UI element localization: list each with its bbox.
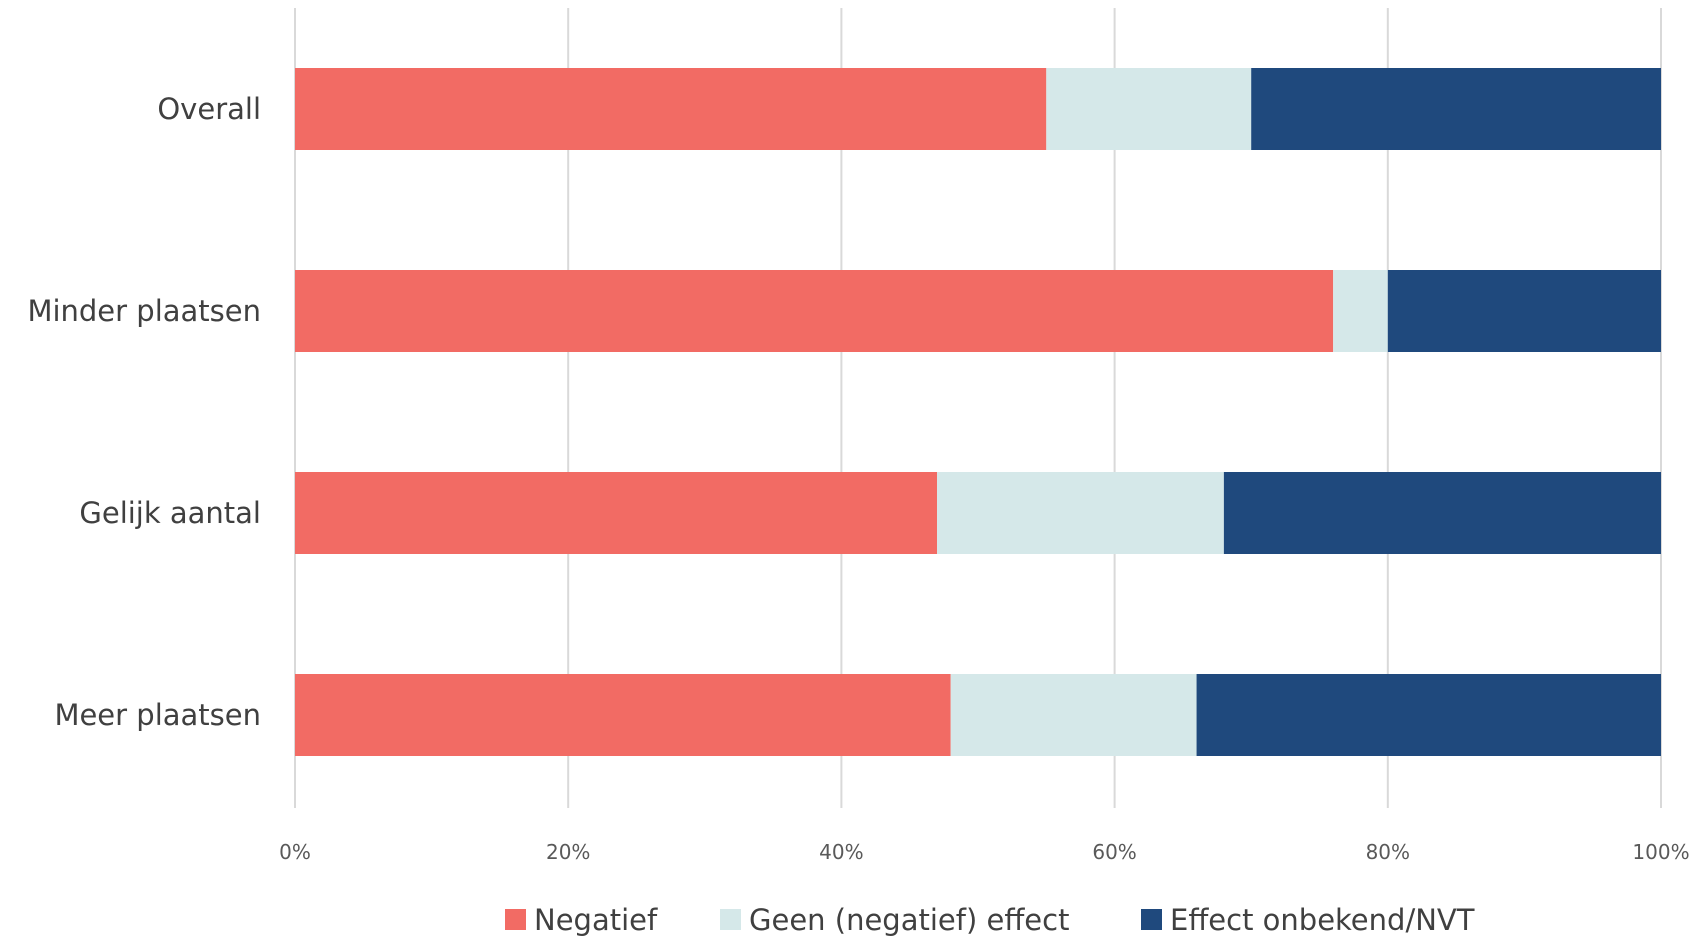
bar-segment: [295, 68, 1047, 150]
category-label: Meer plaatsen: [54, 698, 261, 732]
x-tick-label: 0%: [279, 840, 311, 864]
x-tick-label: 20%: [546, 840, 590, 864]
bar-segment: [1387, 270, 1661, 352]
legend-label: Negatief: [534, 903, 658, 936]
x-tick-label: 80%: [1366, 840, 1410, 864]
x-tick-label: 100%: [1632, 840, 1689, 864]
bar-segment: [1046, 68, 1252, 150]
bar-segment: [950, 674, 1197, 756]
x-tick-label: 60%: [1092, 840, 1136, 864]
legend-swatch: [1141, 909, 1162, 930]
category-label: Gelijk aantal: [79, 496, 261, 530]
category-label: Minder plaatsen: [27, 294, 261, 328]
bar-segment: [295, 674, 951, 756]
bars: [295, 68, 1661, 756]
category-label: Overall: [157, 92, 261, 126]
bar-segment: [1196, 674, 1661, 756]
bar-segment: [937, 472, 1224, 554]
x-axis-tick-labels: 0% 20% 40% 60% 80% 100%: [279, 840, 1689, 864]
bar-segment: [1223, 472, 1661, 554]
legend-label: Effect onbekend/NVT: [1170, 903, 1475, 936]
x-tick-label: 40%: [819, 840, 863, 864]
legend-swatch: [505, 909, 526, 930]
bar-segment: [1333, 270, 1388, 352]
category-labels: Overall Minder plaatsen Gelijk aantal Meer …: [27, 92, 261, 732]
bar-segment: [295, 270, 1334, 352]
bar-segment: [295, 472, 938, 554]
legend-swatch: [720, 909, 741, 930]
legend: Negatief Geen (negatief) effect Effect onb…: [505, 903, 1475, 936]
legend-label: Geen (negatief) effect: [749, 903, 1069, 936]
bar-segment: [1251, 68, 1661, 150]
